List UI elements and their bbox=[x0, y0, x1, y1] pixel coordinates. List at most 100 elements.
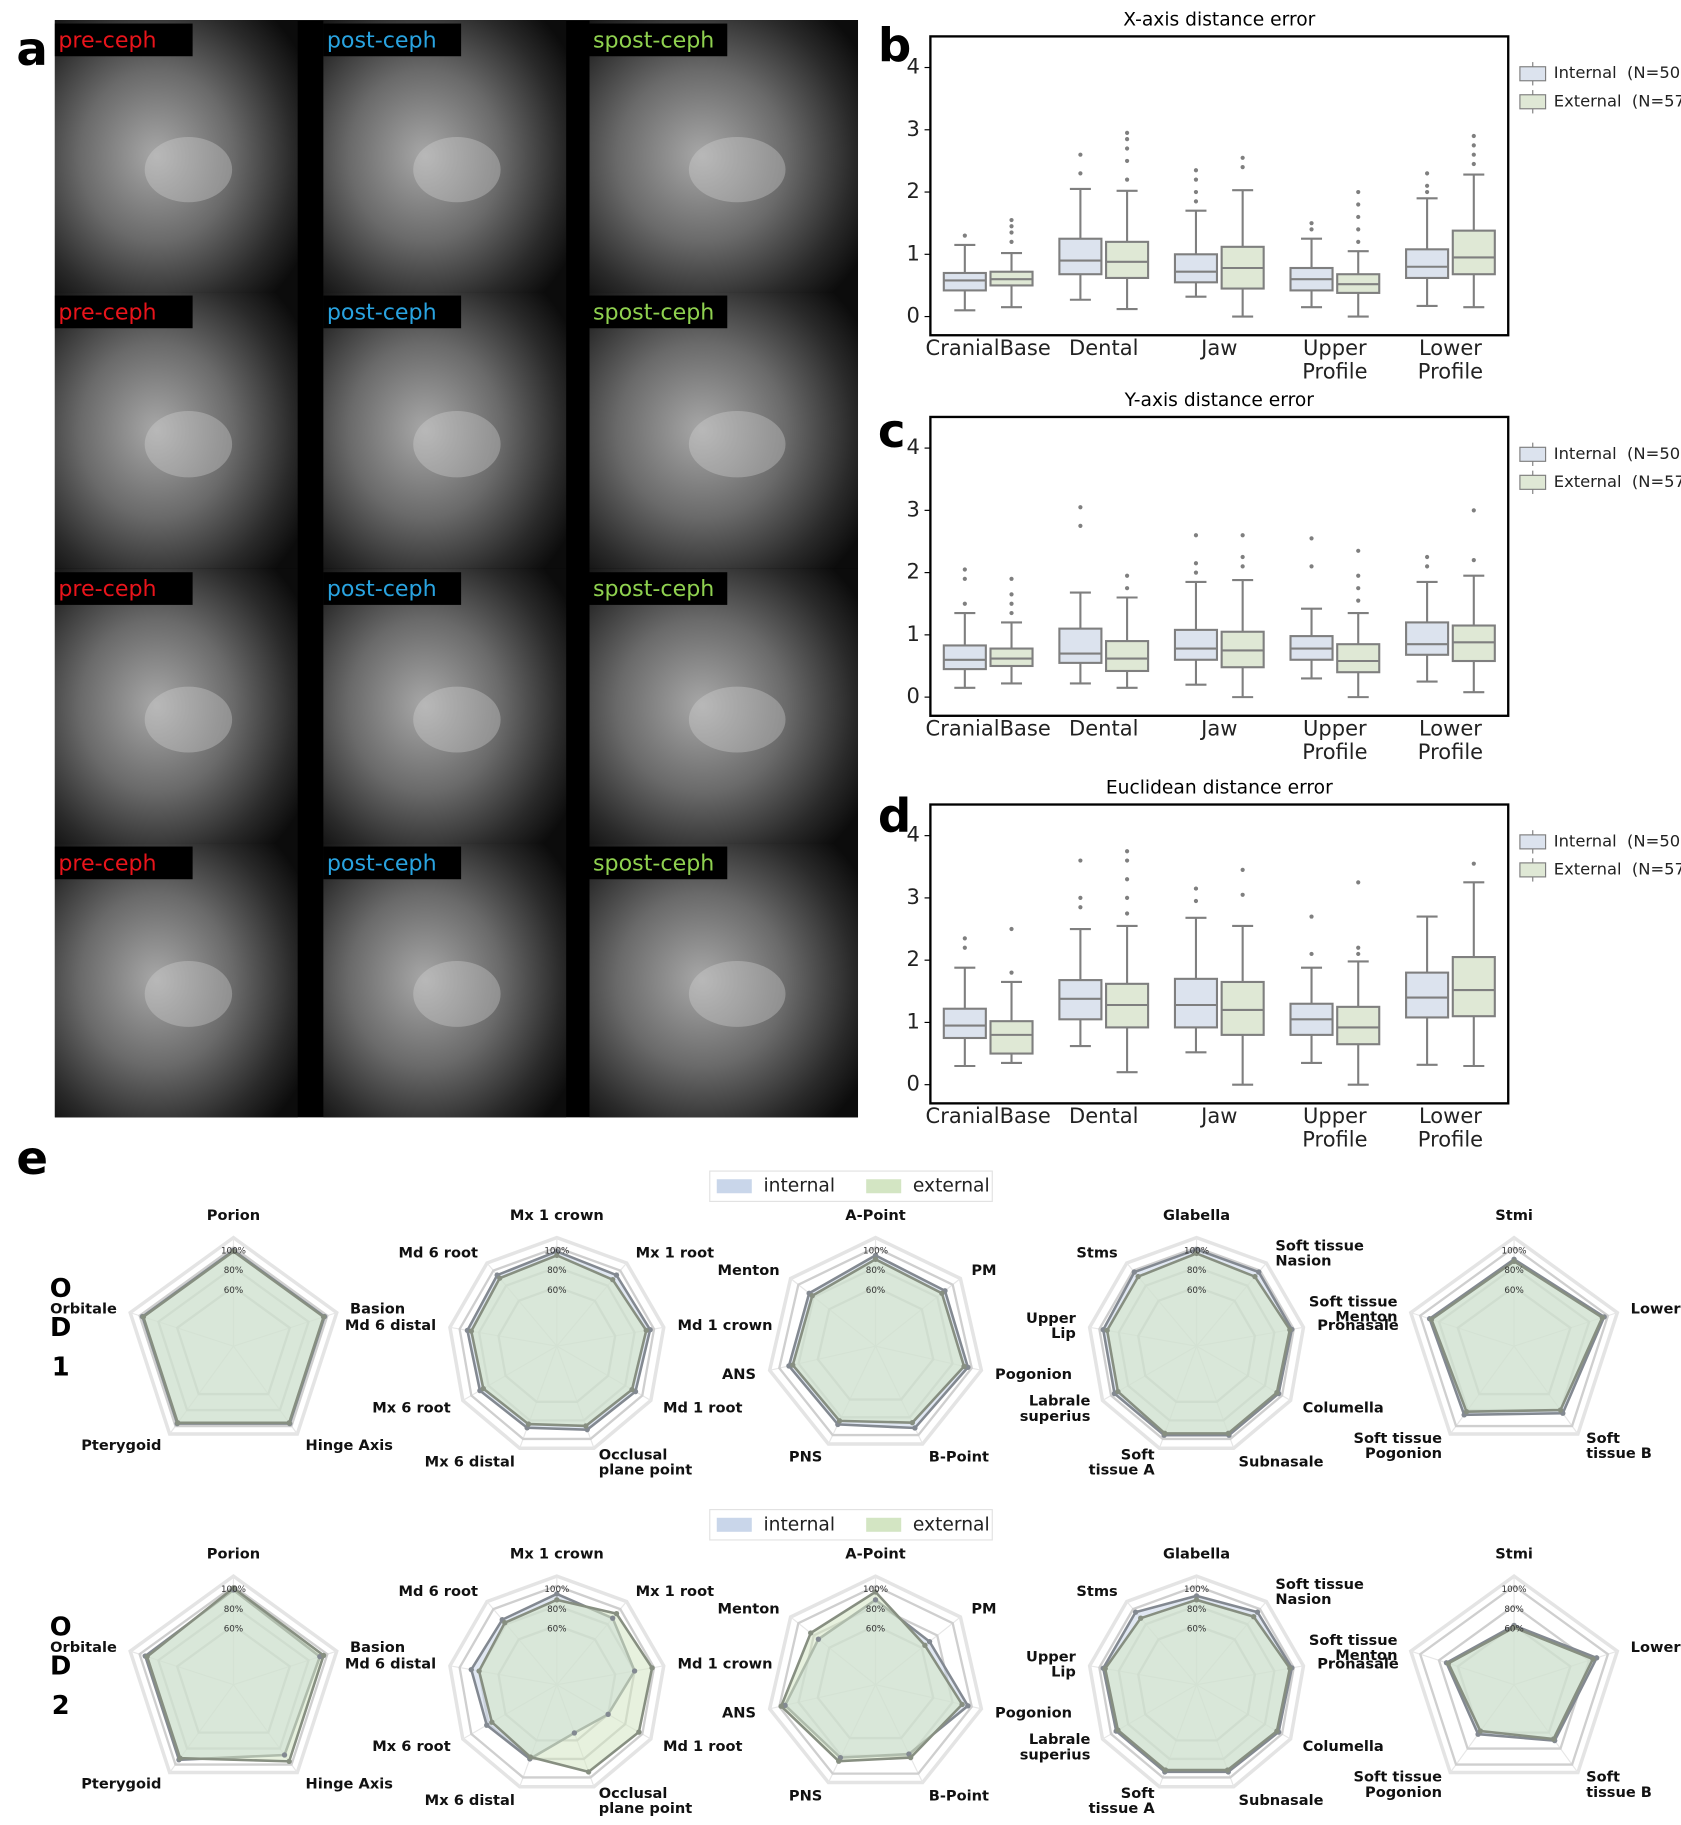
radar-point bbox=[571, 1730, 578, 1736]
radar-axis-label-box: Md 6 distal bbox=[345, 1317, 436, 1332]
radar-point bbox=[1287, 1665, 1293, 1671]
radar-point bbox=[631, 1668, 638, 1674]
panel-letter: d bbox=[878, 790, 911, 844]
radar-tick-label: 100% bbox=[863, 1585, 888, 1595]
radiograph-detail bbox=[413, 137, 501, 203]
x-tick-label-box: CranialBase bbox=[926, 1106, 1051, 1129]
radar-tick-label: 80% bbox=[866, 1605, 885, 1615]
x-tick-label-box: Lower Profile bbox=[1418, 1106, 1483, 1152]
radar-axis-label: Md 6 distal bbox=[344, 1654, 437, 1673]
outlier bbox=[1124, 858, 1130, 863]
label-background bbox=[54, 295, 193, 329]
radar-axis-label-box: PNS bbox=[789, 1449, 822, 1464]
outlier bbox=[962, 936, 967, 941]
x-tick-label-box: Dental bbox=[1069, 718, 1138, 741]
radiograph-label: post-ceph bbox=[327, 28, 437, 54]
panel-letter: c bbox=[878, 405, 906, 459]
radar-tick-label: 60% bbox=[866, 1286, 885, 1296]
radar-point bbox=[554, 1248, 560, 1255]
radar-axis-label-box: Porion bbox=[207, 1545, 260, 1560]
x-tick-label-box: Jaw bbox=[1201, 718, 1238, 742]
radar-point bbox=[286, 1758, 292, 1765]
radar-point bbox=[613, 1610, 620, 1617]
radar-point bbox=[175, 1420, 181, 1426]
radar-grid bbox=[778, 1246, 974, 1437]
radar-point bbox=[281, 1752, 288, 1758]
outlier bbox=[1471, 152, 1476, 157]
y-tick-label: 1 bbox=[907, 1008, 920, 1033]
radar-axis-label: Soft tissue Pogonion bbox=[1353, 1428, 1443, 1462]
radar-tick-label: 80% bbox=[224, 1605, 243, 1615]
radiograph-label: pre-ceph bbox=[58, 576, 156, 602]
outlier bbox=[1009, 926, 1014, 932]
box bbox=[1173, 253, 1219, 284]
radar-point bbox=[144, 1653, 150, 1660]
radar-axis-label: Pogonion bbox=[995, 1703, 1073, 1721]
radiograph-label: post-ceph bbox=[327, 300, 437, 326]
radar-axis-label: Mx 6 root bbox=[372, 1398, 451, 1417]
radar-area bbox=[469, 1253, 648, 1428]
radar-axis-label-box: Glabella bbox=[1163, 1545, 1230, 1560]
radar-point bbox=[320, 1314, 327, 1320]
legend-swatch bbox=[1519, 474, 1547, 490]
x-tick-label-box: Jaw bbox=[1201, 338, 1237, 361]
radar-axis-label: B-Point bbox=[928, 1786, 989, 1804]
outlier bbox=[1193, 177, 1199, 182]
radar-area bbox=[1446, 1626, 1595, 1741]
radar-point bbox=[230, 1585, 237, 1591]
radiograph-label: post-ceph bbox=[327, 851, 437, 877]
radar-axis-label-box: Lower Lip bbox=[1631, 1639, 1681, 1654]
outlier bbox=[1356, 214, 1361, 220]
radar-point bbox=[1224, 1767, 1231, 1773]
radar-point bbox=[922, 1642, 928, 1649]
outlier bbox=[1009, 217, 1014, 223]
legend-swatch bbox=[1519, 94, 1547, 110]
radar-axis-label: Occlusal plane point bbox=[598, 1444, 693, 1478]
radar-point bbox=[605, 1711, 611, 1718]
outlier bbox=[1471, 861, 1476, 866]
outlier bbox=[1009, 576, 1014, 581]
radar-axis-label-box: Pterygoid bbox=[81, 1438, 161, 1453]
radar-grid bbox=[458, 1246, 656, 1441]
radar-tick-label: 80% bbox=[1187, 1266, 1206, 1276]
radar-point bbox=[320, 1652, 327, 1659]
radar-point bbox=[1477, 1728, 1484, 1734]
radar-point bbox=[809, 1293, 815, 1299]
radar-point bbox=[1250, 1613, 1257, 1620]
radar-axis-label-box: Mx 6 distal bbox=[425, 1792, 515, 1807]
radar-grid bbox=[138, 1246, 329, 1428]
box bbox=[1173, 977, 1219, 1029]
legend-swatch bbox=[1519, 446, 1547, 462]
radar-tick-label: 60% bbox=[224, 1624, 243, 1634]
legend-frame bbox=[709, 1509, 993, 1541]
legend-swatch bbox=[1519, 66, 1547, 82]
radar-axis-label-box: Orbitale bbox=[50, 1639, 117, 1654]
outlier bbox=[1309, 914, 1314, 919]
radar-tick-label: 100% bbox=[863, 1246, 888, 1256]
radar-frame bbox=[128, 1573, 339, 1775]
radar-axis-label: Pogonion bbox=[995, 1364, 1073, 1383]
radiograph-detail bbox=[144, 411, 233, 478]
radar-axis-label: ANS bbox=[721, 1703, 757, 1721]
radiograph-detail bbox=[688, 137, 786, 203]
x-tick-label-box: Dental bbox=[1069, 1106, 1138, 1129]
radar-point bbox=[1193, 1597, 1200, 1603]
radar-axis-label: Md 1 root bbox=[662, 1398, 743, 1417]
radar-axis-label: Md 6 root bbox=[398, 1582, 479, 1600]
radar-point bbox=[815, 1636, 822, 1642]
radar-axis-label-box: Soft tissue Menton bbox=[1308, 1630, 1398, 1664]
radar-grid bbox=[1418, 1246, 1610, 1428]
radar-point bbox=[959, 1701, 965, 1708]
outlier bbox=[1309, 221, 1314, 226]
radar-axis-label-box: Soft tissue A bbox=[1089, 1785, 1155, 1815]
y-tick-label: 3 bbox=[907, 884, 920, 909]
y-tick-label: 1 bbox=[907, 621, 920, 646]
outlier bbox=[1009, 224, 1014, 229]
legend-swatch bbox=[1519, 834, 1547, 850]
x-tick-label: Jaw bbox=[1201, 718, 1238, 742]
radar-point bbox=[1193, 1593, 1200, 1599]
box bbox=[1451, 956, 1496, 1018]
outlier bbox=[1471, 133, 1476, 139]
legend-label: External (N=57) bbox=[1554, 859, 1681, 878]
radar-axis-label: Soft tissue Menton bbox=[1308, 1630, 1398, 1664]
